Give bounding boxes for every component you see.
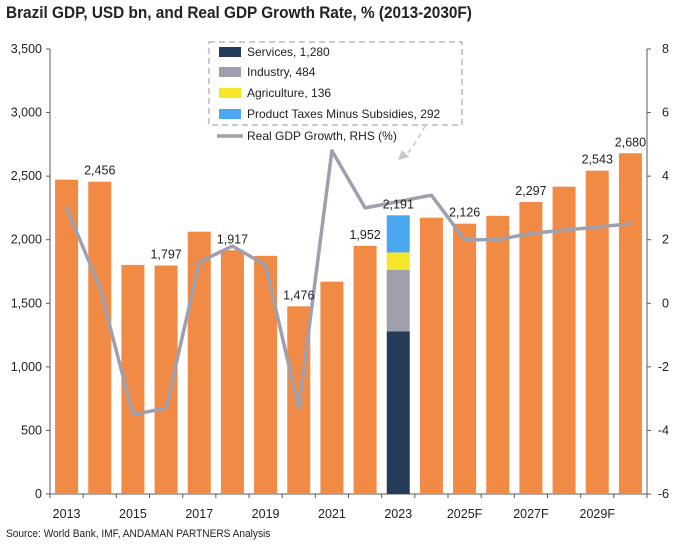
gdp-data-label: 1,952 [349,228,380,242]
left-tick-label: 1,500 [11,296,42,310]
chart-title: Brazil GDP, USD bn, and Real GDP Growth … [6,4,472,22]
gdp-data-labels: 2,456 1,797 1,917 1,476 1,952 2,191 2,126 2,297… [84,135,646,302]
legend: Services, 1,280 Industry, 484 Agriculture,… [208,41,463,160]
right-tick-label: -2 [658,360,669,374]
gdp-data-label: 2,191 [383,197,414,211]
gdp-bar [353,245,377,494]
legend-swatch [219,67,241,77]
right-tick-label: 8 [662,42,669,56]
gdp-data-label: 1,476 [283,288,314,302]
left-tick-label: 2,500 [11,169,42,183]
gdp-bar [320,281,344,494]
bar-segment-services [386,331,410,494]
gdp-bar [453,223,477,495]
callout-arrow-icon [398,150,409,160]
gdp-bar [419,217,443,494]
right-tick-label: 6 [662,106,669,120]
bar-segment-industry [386,269,410,332]
left-axis: 0 500 1,000 1,500 2,000 2,500 3,000 3,500 [11,42,51,501]
chart-source: Source: World Bank, IMF, ANDAMAN PARTNER… [6,528,271,540]
x-tick-label: 2029F [580,507,616,521]
legend-swatch [219,88,241,98]
gdp-data-label: 1,917 [217,232,248,246]
gdp-bar [121,264,145,494]
legend-label: Agriculture, 136 [247,86,331,100]
gdp-bar [88,181,112,495]
gdp-bars [55,153,642,495]
left-tick-label: 500 [21,423,42,437]
legend-swatch [219,109,241,119]
gdp-bar [585,170,609,494]
right-tick-label: -6 [658,487,669,501]
legend-swatch [219,47,241,57]
gdp-data-label: 2,680 [615,135,646,149]
x-tick-label: 2015 [119,507,147,521]
x-tick-label: 2025F [447,507,483,521]
x-tick-label: 2027F [513,507,549,521]
gdp-bar [552,186,576,494]
x-tick-label: 2021 [318,507,346,521]
legend-box [208,41,463,126]
x-tick-label: 2023 [384,507,412,521]
gdp-data-label: 1,797 [150,248,181,262]
left-tick-label: 0 [35,487,42,501]
legend-label: Industry, 484 [247,65,316,79]
x-axis: 2013 2015 2017 2019 2021 2023 2025F 2027F 2029F [49,493,648,521]
right-tick-label: 4 [662,169,669,183]
legend-label: Product Taxes Minus Subsidies, 292 [247,107,441,121]
gdp-bar [220,250,244,494]
gdp-bar [519,201,543,494]
gdp-bar [187,231,211,494]
left-tick-label: 3,500 [11,42,42,56]
legend-label: Real GDP Growth, RHS (%) [247,129,397,143]
right-tick-label: 2 [662,233,669,247]
gdp-data-label: 2,297 [515,184,546,198]
gdp-bar [254,255,278,494]
x-tick-label: 2019 [252,507,280,521]
gdp-data-label: 2,126 [449,206,480,220]
bar-segment-agriculture [386,252,410,270]
right-tick-label: -4 [658,423,669,437]
right-axis: -6 -4 -2 0 2 4 6 8 [646,42,669,501]
gdp-bar [154,265,178,494]
right-tick-label: 0 [662,296,669,310]
callout-connector [403,125,426,159]
gdp-bar [618,153,642,494]
growth-line-series [64,148,633,417]
gdp-data-label: 2,456 [84,164,115,178]
left-tick-label: 2,000 [11,233,42,247]
legend-label: Services, 1,280 [247,45,330,59]
x-tick-label: 2017 [185,507,213,521]
gdp-data-label: 2,543 [582,153,613,167]
gdp-bar [486,215,510,494]
x-tick-label: 2013 [53,507,81,521]
left-tick-label: 3,000 [11,106,42,120]
gdp-bar [55,179,79,494]
left-tick-label: 1,000 [11,360,42,374]
bar-segment-product-taxes-minus-subsidies [386,215,410,253]
growth-line [64,148,633,417]
